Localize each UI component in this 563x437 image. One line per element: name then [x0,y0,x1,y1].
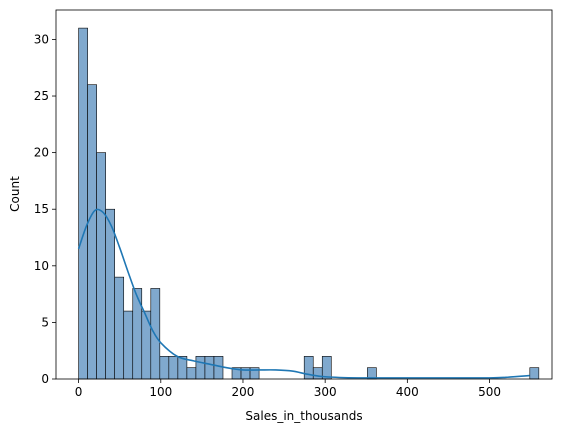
y-tick-label: 15 [34,202,49,216]
histogram-bar [213,356,224,380]
plot-frame [55,9,553,380]
histogram-bar [195,356,206,380]
histogram-bar [529,367,540,380]
histogram-bar [321,356,332,380]
axes-layer [55,9,553,380]
bars-layer [78,27,540,380]
histogram-bar [141,310,152,380]
y-tick-label: 30 [34,32,49,46]
histogram-bar [105,208,115,380]
histogram-bar [159,356,170,380]
x-axis-label: Sales_in_thousands [245,409,362,423]
histogram-bar [312,367,323,380]
y-ticks-layer: 0 5 10 15 20 25 30 [34,32,56,386]
x-tick-label: 0 [75,385,83,399]
y-axis-label: Count [8,176,22,212]
histogram-bar [78,27,88,380]
x-tick-label: 300 [314,385,337,399]
histogram-bar [123,310,134,380]
x-tick-label: 100 [149,385,172,399]
x-tick-label: 400 [396,385,419,399]
kde-curve [77,208,530,379]
histogram-bar [168,356,179,380]
x-ticks-layer: 0 100 200 300 400 500 [75,379,501,399]
y-tick-label: 25 [34,89,49,103]
kde-layer [77,208,530,379]
y-tick-label: 0 [41,372,49,386]
histogram-bar [114,276,125,380]
y-tick-label: 20 [34,146,49,160]
y-tick-label: 10 [34,259,49,273]
histogram-bar [96,152,106,380]
x-tick-label: 500 [478,385,501,399]
histogram-bar [204,356,215,380]
histogram-bar [87,84,97,380]
y-tick-label: 5 [41,315,49,329]
histogram-bar [186,367,197,380]
x-tick-label: 200 [232,385,255,399]
